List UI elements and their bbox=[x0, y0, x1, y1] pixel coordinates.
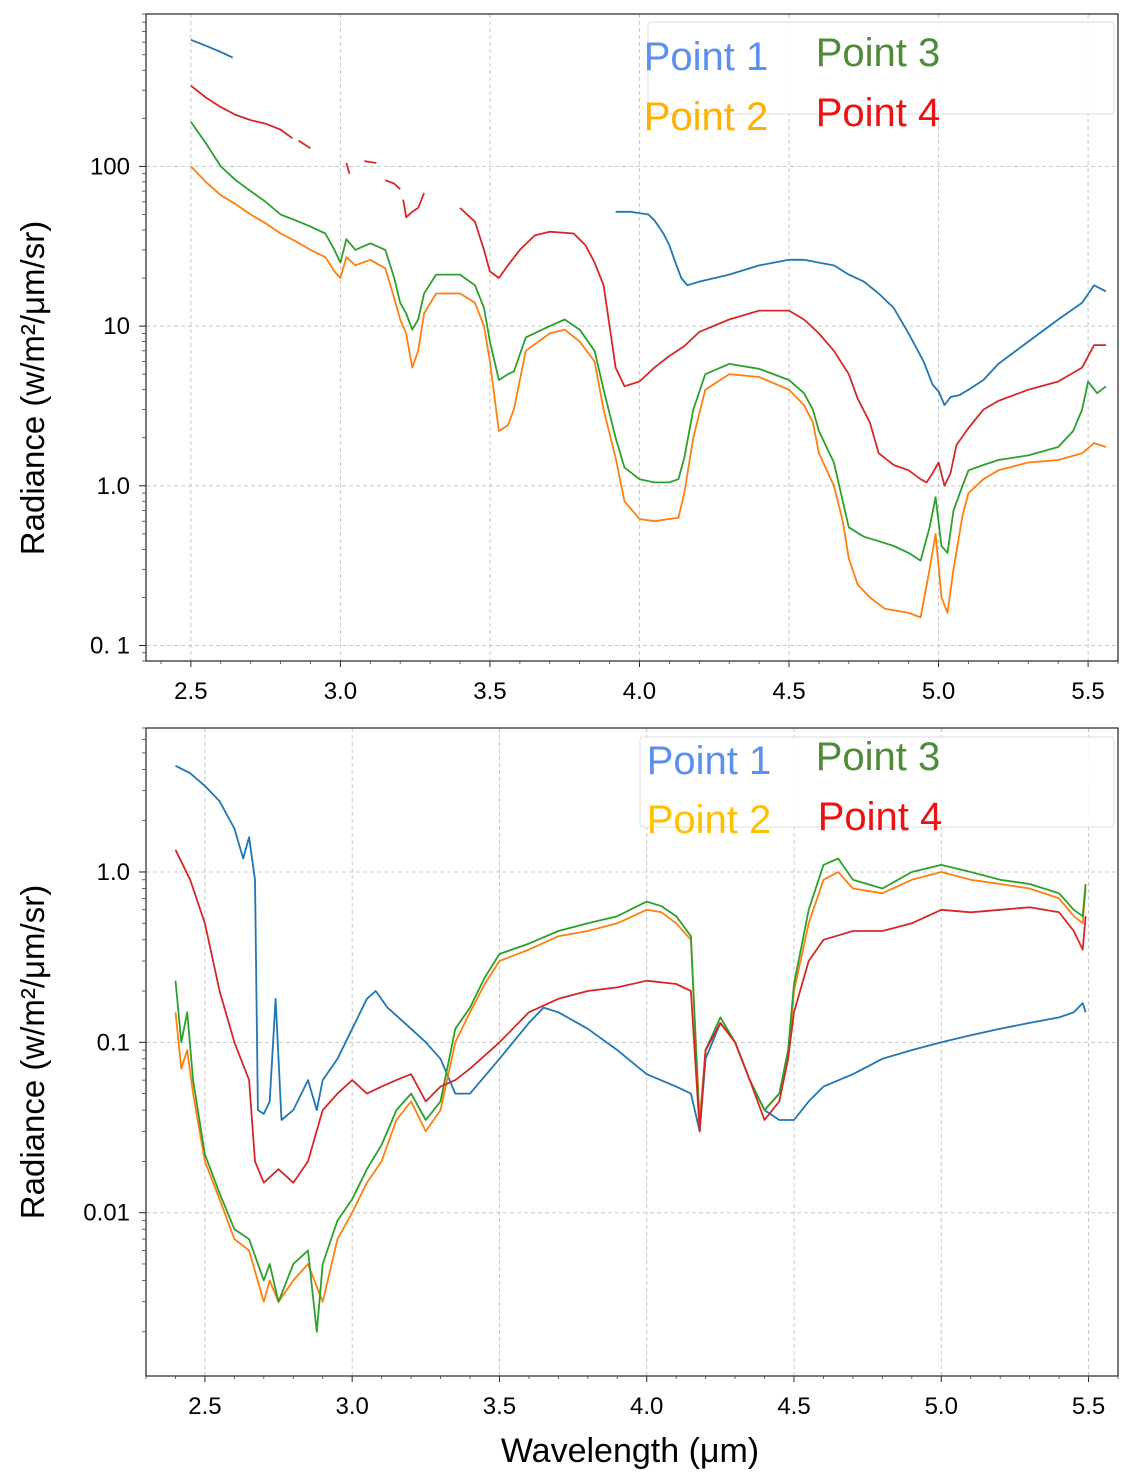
top-series-1-line bbox=[190, 38, 234, 59]
top-x-tick-label: 3.0 bbox=[324, 678, 357, 705]
top-x-tick-label: 5.5 bbox=[1071, 678, 1104, 705]
bot-x-tick-label: 3.0 bbox=[335, 1393, 368, 1420]
bot-x-tick-label: 5.0 bbox=[925, 1393, 958, 1420]
top-grid bbox=[146, 14, 1118, 661]
bottom-ylabel: Radiance (w/m²/μm/sr) bbox=[14, 885, 51, 1219]
top-legend-frame bbox=[647, 21, 1115, 115]
bottom-legend-point-2: Point 2 bbox=[647, 798, 772, 842]
top-x-tick-label: 2.5 bbox=[174, 678, 207, 705]
top-series-4-line bbox=[384, 179, 401, 190]
bot-y-tick-label: 0.01 bbox=[83, 1200, 130, 1227]
top-series-4-line bbox=[190, 84, 294, 140]
top-series bbox=[190, 38, 1107, 619]
top-legend-point-3: Point 3 bbox=[816, 31, 941, 75]
top-axes: 2.5 3.0 3.5 4.0 4.5 5.0 5.5 0. 1 1.0 10 100 bbox=[90, 13, 1119, 705]
top-x-tick-label: 3.5 bbox=[473, 678, 506, 705]
bottom-legend: Point 1 Point 2 Point 3 Point 4 bbox=[639, 735, 1115, 842]
bottom-axes: 2.5 3.0 3.5 4.0 4.5 5.0 5.5 0.01 0.1 1.0 bbox=[83, 727, 1119, 1420]
top-ylabel: Radiance (w/m²/μm/sr) bbox=[14, 221, 51, 555]
bot-x-tick-label: 4.0 bbox=[630, 1393, 663, 1420]
bot-series-1-line bbox=[175, 764, 1087, 1133]
top-series-4-line bbox=[298, 139, 311, 149]
top-chart: 2.5 3.0 3.5 4.0 4.5 5.0 5.5 0. 1 1.0 10 100 Point … bbox=[14, 13, 1119, 705]
top-legend: Point 1 Point 2 Point 3 Point 4 bbox=[644, 21, 1115, 139]
bottom-chart: 2.5 3.0 3.5 4.0 4.5 5.0 5.5 0.01 0.1 1.0 Point 1 … bbox=[14, 727, 1119, 1470]
bot-series-3-line bbox=[174, 857, 1087, 1333]
bot-y-tick-label: 1.0 bbox=[97, 859, 130, 886]
top-series-4-line bbox=[345, 162, 351, 174]
top-x-tick-label: 4.5 bbox=[772, 678, 805, 705]
bottom-legend-point-1: Point 1 bbox=[647, 739, 772, 783]
top-y-tick-label: 1.0 bbox=[97, 473, 130, 500]
x-axis-label: Wavelength (μm) bbox=[501, 1432, 759, 1470]
top-x-tick-label: 4.0 bbox=[623, 678, 656, 705]
top-series-4-line bbox=[364, 160, 377, 164]
top-y-tick-label: 100 bbox=[90, 153, 130, 180]
top-legend-point-2: Point 2 bbox=[644, 95, 769, 139]
bot-x-tick-label: 5.5 bbox=[1072, 1393, 1105, 1420]
top-series-4-line bbox=[402, 192, 425, 219]
bottom-grid bbox=[146, 728, 1118, 1376]
top-series-3-line bbox=[190, 121, 1107, 562]
bot-series-2-line bbox=[174, 871, 1087, 1303]
top-legend-point-1: Point 1 bbox=[644, 35, 769, 79]
top-plot-frame bbox=[145, 13, 1119, 662]
top-y-tick-label: 10 bbox=[103, 313, 130, 340]
bot-x-tick-label: 3.5 bbox=[483, 1393, 516, 1420]
bottom-legend-point-4: Point 4 bbox=[818, 795, 943, 839]
bottom-plot-frame bbox=[145, 727, 1119, 1377]
top-series-2-line bbox=[190, 165, 1107, 619]
bot-y-tick-label: 0.1 bbox=[97, 1029, 130, 1056]
top-y-tick-label: 0. 1 bbox=[90, 633, 130, 660]
bottom-legend-point-3: Point 3 bbox=[816, 735, 941, 779]
bot-x-tick-label: 4.5 bbox=[777, 1393, 810, 1420]
bot-series-4-line bbox=[174, 849, 1087, 1184]
bot-x-tick-label: 2.5 bbox=[188, 1393, 221, 1420]
top-series-1-line bbox=[615, 210, 1107, 406]
top-x-tick-label: 5.0 bbox=[922, 678, 955, 705]
bottom-legend-frame bbox=[639, 736, 1115, 828]
bottom-series bbox=[174, 764, 1087, 1333]
top-legend-point-4: Point 4 bbox=[816, 91, 941, 135]
top-series-4-line bbox=[459, 207, 1106, 487]
